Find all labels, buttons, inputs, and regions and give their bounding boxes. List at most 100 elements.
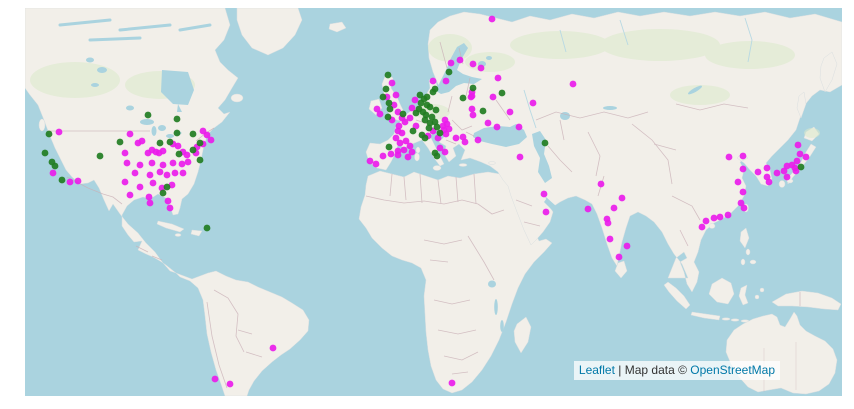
magenta-marker[interactable] [441, 116, 449, 124]
green-marker[interactable] [382, 85, 390, 93]
magenta-marker[interactable] [477, 64, 485, 72]
magenta-marker[interactable] [737, 199, 745, 207]
magenta-marker[interactable] [516, 153, 524, 161]
magenta-marker[interactable] [739, 188, 747, 196]
magenta-marker[interactable] [408, 148, 416, 156]
magenta-marker[interactable] [780, 167, 788, 175]
magenta-marker[interactable] [394, 147, 402, 155]
magenta-marker[interactable] [489, 93, 497, 101]
green-marker[interactable] [386, 105, 394, 113]
magenta-marker[interactable] [373, 105, 381, 113]
magenta-marker[interactable] [515, 123, 523, 131]
magenta-marker[interactable] [379, 152, 387, 160]
magenta-marker[interactable] [623, 242, 631, 250]
magenta-marker[interactable] [376, 110, 384, 118]
magenta-marker[interactable] [138, 137, 146, 145]
magenta-marker[interactable] [740, 204, 748, 212]
magenta-marker[interactable] [178, 160, 186, 168]
magenta-marker[interactable] [411, 96, 419, 104]
green-marker[interactable] [498, 89, 506, 97]
magenta-marker[interactable] [156, 168, 164, 176]
magenta-marker[interactable] [702, 217, 710, 225]
magenta-marker[interactable] [392, 91, 400, 99]
magenta-marker[interactable] [739, 165, 747, 173]
magenta-marker[interactable] [716, 213, 724, 221]
green-marker[interactable] [426, 103, 434, 111]
magenta-marker[interactable] [207, 136, 215, 144]
green-marker[interactable] [541, 139, 549, 147]
magenta-marker[interactable] [468, 105, 476, 113]
magenta-marker[interactable] [604, 219, 612, 227]
green-marker[interactable] [196, 139, 204, 147]
magenta-marker[interactable] [136, 161, 144, 169]
green-marker[interactable] [203, 224, 211, 232]
magenta-marker[interactable] [488, 15, 496, 23]
magenta-marker[interactable] [148, 159, 156, 167]
magenta-marker[interactable] [597, 180, 605, 188]
magenta-marker[interactable] [469, 60, 477, 68]
magenta-marker[interactable] [400, 146, 408, 154]
green-marker[interactable] [45, 130, 53, 138]
magenta-marker[interactable] [615, 253, 623, 261]
magenta-marker[interactable] [445, 125, 453, 133]
magenta-marker[interactable] [183, 151, 191, 159]
green-marker[interactable] [433, 152, 441, 160]
magenta-marker[interactable] [494, 74, 502, 82]
magenta-marker[interactable] [540, 190, 548, 198]
magenta-marker[interactable] [529, 99, 537, 107]
magenta-marker[interactable] [74, 177, 82, 185]
green-marker[interactable] [384, 71, 392, 79]
magenta-marker[interactable] [698, 223, 706, 231]
magenta-marker[interactable] [171, 169, 179, 177]
magenta-marker[interactable] [763, 164, 771, 172]
green-marker[interactable] [421, 116, 429, 124]
magenta-marker[interactable] [442, 77, 450, 85]
green-marker[interactable] [175, 150, 183, 158]
green-marker[interactable] [144, 111, 152, 119]
magenta-marker[interactable] [145, 193, 153, 201]
magenta-marker[interactable] [493, 123, 501, 131]
magenta-marker[interactable] [387, 150, 395, 158]
magenta-marker[interactable] [429, 77, 437, 85]
magenta-marker[interactable] [136, 183, 144, 191]
leaflet-link[interactable]: Leaflet [578, 363, 615, 377]
green-marker[interactable] [189, 146, 197, 154]
magenta-marker[interactable] [791, 164, 799, 172]
green-marker[interactable] [428, 113, 436, 121]
green-marker[interactable] [385, 99, 393, 107]
magenta-marker[interactable] [765, 178, 773, 186]
magenta-marker[interactable] [448, 379, 456, 387]
magenta-marker[interactable] [725, 153, 733, 161]
magenta-marker[interactable] [401, 118, 409, 126]
magenta-marker[interactable] [406, 114, 414, 122]
magenta-marker[interactable] [184, 158, 192, 166]
map-viewport[interactable]: Leaflet | Map data © OpenStreetMap [25, 8, 842, 396]
green-marker[interactable] [445, 68, 453, 76]
magenta-marker[interactable] [66, 178, 74, 186]
magenta-marker[interactable] [121, 178, 129, 186]
magenta-marker[interactable] [372, 160, 380, 168]
magenta-marker[interactable] [398, 129, 406, 137]
magenta-marker[interactable] [793, 157, 801, 165]
magenta-marker[interactable] [569, 80, 577, 88]
green-marker[interactable] [385, 143, 393, 151]
green-marker[interactable] [116, 138, 124, 146]
green-marker[interactable] [96, 152, 104, 160]
magenta-marker[interactable] [439, 122, 447, 130]
green-marker[interactable] [399, 110, 407, 118]
magenta-marker[interactable] [606, 235, 614, 243]
magenta-marker[interactable] [452, 134, 460, 142]
magenta-marker[interactable] [542, 208, 550, 216]
green-marker[interactable] [51, 162, 59, 170]
green-marker[interactable] [421, 134, 429, 142]
magenta-marker[interactable] [55, 128, 63, 136]
magenta-marker[interactable] [159, 147, 167, 155]
magenta-marker[interactable] [123, 159, 131, 167]
green-marker[interactable] [379, 93, 387, 101]
magenta-marker[interactable] [754, 168, 762, 176]
green-marker[interactable] [196, 156, 204, 164]
magenta-marker[interactable] [146, 171, 154, 179]
magenta-marker[interactable] [794, 141, 802, 149]
magenta-marker[interactable] [456, 56, 464, 64]
magenta-marker[interactable] [461, 138, 469, 146]
